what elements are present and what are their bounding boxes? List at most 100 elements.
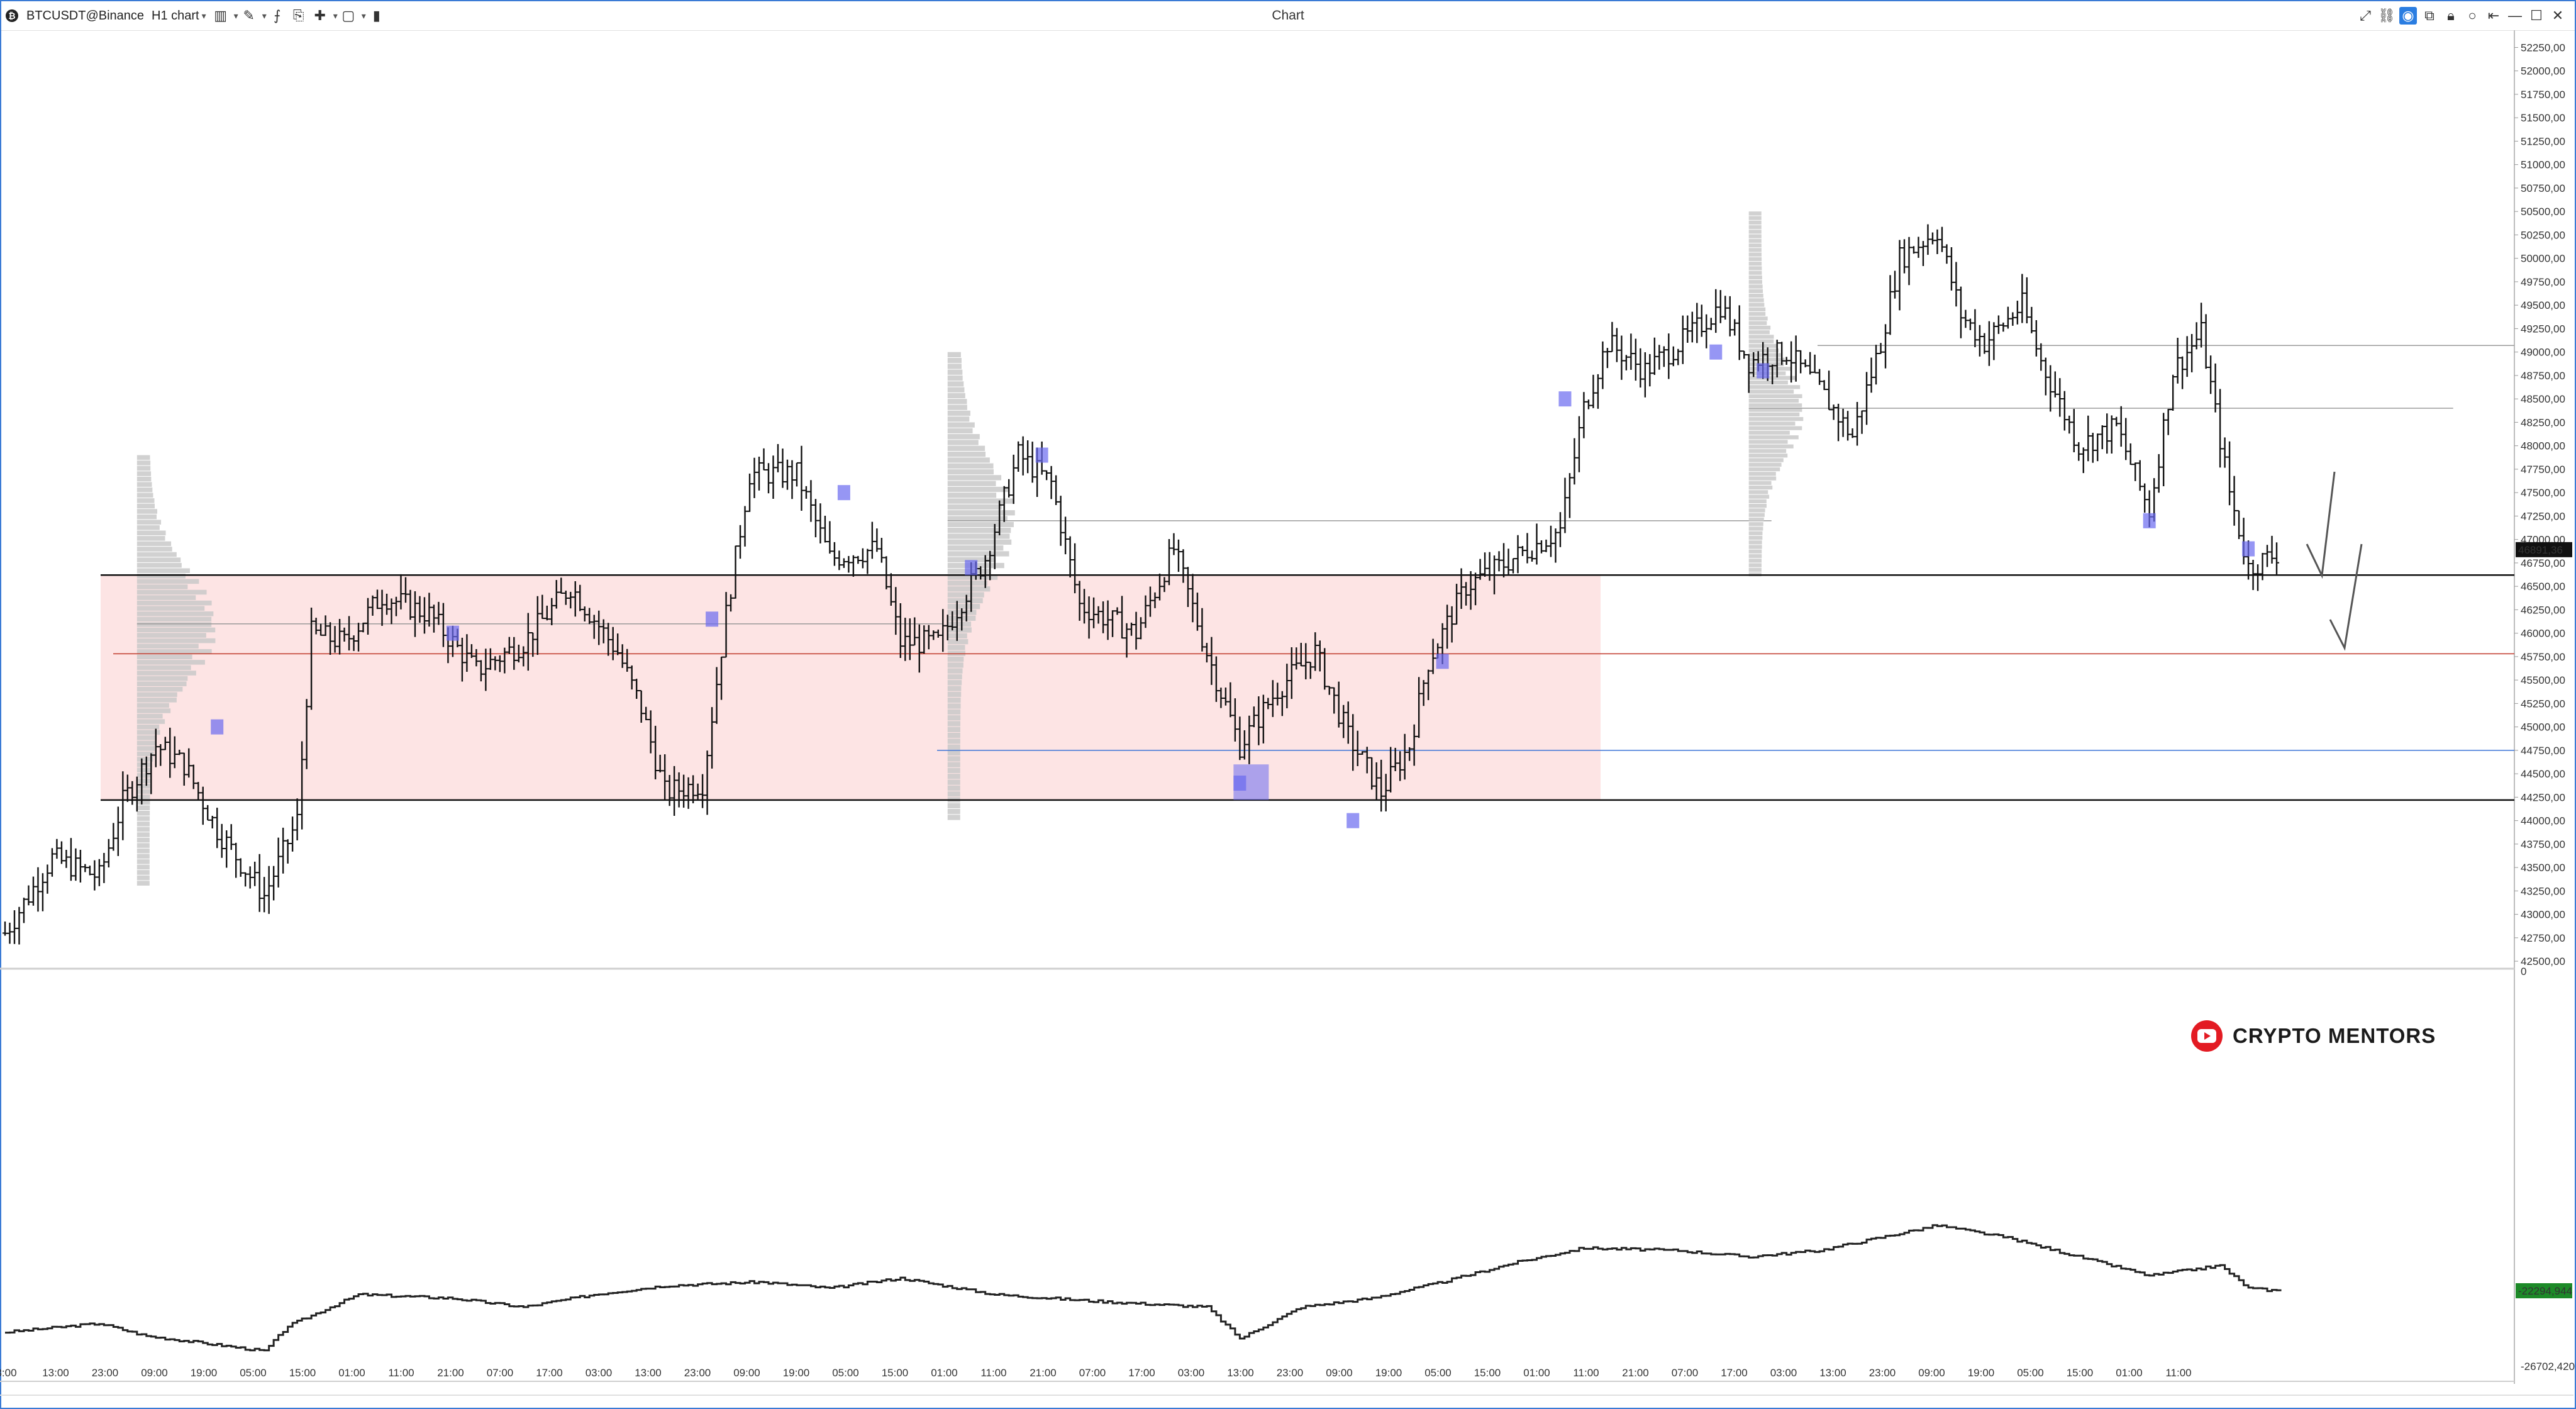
- indicators-icon[interactable]: ⨍: [273, 8, 281, 23]
- absorption-box: [1233, 764, 1269, 800]
- panel-icon[interactable]: ▮: [372, 8, 380, 23]
- chain-icon[interactable]: ⛓: [2378, 8, 2396, 23]
- volume-profile-bar: [947, 528, 1011, 533]
- delta-marker: [1709, 344, 1723, 360]
- volume-profile-bar: [136, 562, 182, 568]
- crosshair-icon[interactable]: ✚: [314, 8, 326, 23]
- brand-text: CRYPTO MENTORS: [2233, 1024, 2436, 1047]
- time-tick-label: 11:00: [980, 1367, 1006, 1379]
- minimize-icon[interactable]: —: [2508, 8, 2522, 23]
- volume-profile-bar: [136, 719, 165, 724]
- volume-profile-bar: [1748, 238, 1762, 243]
- layout-icon[interactable]: ▢: [341, 8, 355, 23]
- volume-profile-bar: [1748, 348, 1779, 353]
- projection-arrow: [2329, 543, 2363, 651]
- volume-profile-bar: [947, 557, 996, 562]
- volume-profile-bar: [1748, 421, 1796, 426]
- volume-profile-bar: [136, 708, 171, 713]
- close-icon[interactable]: ✕: [2551, 8, 2564, 23]
- volume-profile-bar: [136, 589, 207, 595]
- volume-profile-bar: [1748, 440, 1788, 444]
- volume-profile-bar: [136, 848, 150, 854]
- volume-profile-bar: [1748, 398, 1799, 403]
- volume-profile-bar: [1748, 289, 1763, 293]
- brand-watermark: CRYPTO MENTORS: [2191, 1020, 2436, 1052]
- cvd-value-label: -22294,944: [2518, 1285, 2572, 1297]
- link-icon[interactable]: ⤢: [2360, 8, 2371, 23]
- bar-style-icon[interactable]: ▥: [214, 8, 228, 23]
- volume-profile-bar: [136, 681, 187, 686]
- volume-profile-bar: [136, 816, 150, 821]
- time-tick-label: 03:00: [1178, 1367, 1205, 1379]
- price-tick-label: 48250,00: [2521, 416, 2565, 428]
- volume-profile-bar: [136, 460, 151, 465]
- chevron-down-icon: ▾: [233, 10, 238, 21]
- symbol-selector[interactable]: BTCUSDT@Binance: [26, 8, 145, 23]
- volume-profile-bar: [136, 843, 150, 848]
- volume-profile-bar: [136, 654, 192, 660]
- volume-profile-bar: [136, 762, 152, 767]
- price-tick-label: 45250,00: [2521, 698, 2565, 710]
- time-tick-label: 09:00: [141, 1367, 168, 1379]
- volume-profile-bar: [1748, 335, 1774, 339]
- volume-profile-bar: [136, 476, 152, 482]
- volume-profile-bar: [1748, 444, 1794, 448]
- chevron-down-icon: ▾: [361, 10, 366, 21]
- volume-profile-bar: [947, 662, 963, 668]
- volume-profile-bar: [947, 815, 960, 820]
- volume-profile-bar: [1748, 321, 1767, 325]
- volume-profile-bar: [1748, 266, 1762, 270]
- volume-profile-bar: [1748, 270, 1762, 275]
- maximize-icon[interactable]: ☐: [2530, 8, 2543, 23]
- circle-icon[interactable]: ○: [2468, 8, 2477, 23]
- time-tick-label: 07:00: [1672, 1367, 1699, 1379]
- price-tick-label: 51250,00: [2521, 135, 2565, 147]
- volume-profile-bar: [947, 721, 961, 727]
- cvd-value-tag: [2516, 1283, 2572, 1298]
- volume-profile-bar: [1748, 462, 1782, 467]
- volume-profile-bar: [136, 686, 183, 692]
- window-title: Chart: [1272, 8, 1304, 23]
- price-tick-label: 45000,00: [2521, 721, 2565, 733]
- volume-profile-bar: [1748, 257, 1762, 262]
- volume-profile-bar: [947, 785, 960, 791]
- volume-profile-bar: [947, 352, 961, 357]
- volume-profile-bar: [947, 463, 994, 469]
- volume-profile-bar: [947, 493, 997, 498]
- volume-profile-bar: [136, 751, 154, 757]
- chevron-down-icon: ▾: [201, 10, 206, 21]
- template-icon[interactable]: ⎘: [292, 8, 304, 23]
- range-zone: [101, 575, 1601, 800]
- volume-profile-bar: [947, 516, 1008, 521]
- timeframe-selector[interactable]: H1 chart ▾: [148, 1, 210, 30]
- volume-profile-bar: [1748, 567, 1762, 572]
- volume-profile-bar: [947, 580, 988, 586]
- price-tick-label: 50250,00: [2521, 229, 2565, 241]
- volume-profile-bar: [1748, 417, 1804, 421]
- volume-profile-bar: [136, 724, 160, 730]
- copy-icon[interactable]: ⧉: [2424, 8, 2434, 23]
- time-tick-label: 19:00: [1968, 1367, 1995, 1379]
- volume-profile-bar: [947, 750, 960, 756]
- back-icon[interactable]: ⇤: [2487, 8, 2500, 23]
- volume-profile-bar: [136, 520, 162, 525]
- delta-marker: [1436, 654, 1449, 669]
- volume-profile-bar: [1748, 230, 1762, 234]
- volume-profile-bar: [1748, 559, 1762, 563]
- volume-profile-bar: [947, 674, 962, 680]
- price-tick-label: 49000,00: [2521, 347, 2565, 359]
- volume-profile-bar: [947, 604, 980, 610]
- lock-icon[interactable]: 🔒︎: [2447, 8, 2455, 23]
- volume-profile-bar: [947, 357, 962, 364]
- camera-icon[interactable]: ◉: [2399, 7, 2417, 25]
- time-tick-label: 17:00: [536, 1367, 563, 1379]
- price-tick-label: 46000,00: [2521, 628, 2565, 640]
- pencil-icon[interactable]: ✎: [243, 8, 255, 23]
- current-price-label: 46891,36: [2518, 544, 2563, 556]
- volume-profile-bar: [947, 668, 963, 674]
- volume-profile-bar: [1748, 252, 1762, 257]
- price-tick-label: 48000,00: [2521, 440, 2565, 452]
- volume-profile-bar: [1748, 225, 1762, 230]
- price-tick-label: 42750,00: [2521, 932, 2565, 944]
